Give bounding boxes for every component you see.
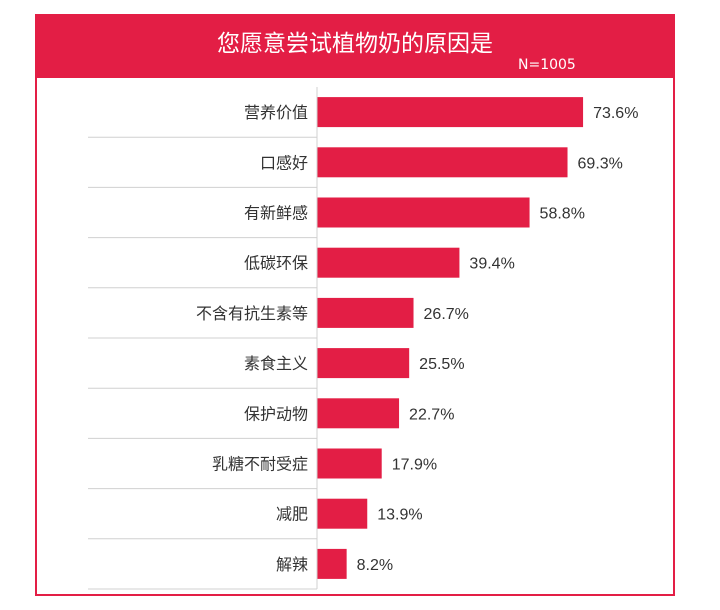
- category-label: 不含有抗生素等: [196, 304, 308, 323]
- category-label: 有新鲜感: [244, 204, 308, 223]
- bar: [317, 498, 368, 529]
- category-label: 解辣: [276, 555, 308, 574]
- category-label: 营养价值: [244, 103, 308, 122]
- chart-header: 您愿意尝试植物奶的原因是 N=1005: [37, 16, 673, 78]
- bar: [317, 548, 347, 579]
- value-label: 69.3%: [578, 155, 623, 172]
- value-label: 25.5%: [419, 356, 464, 373]
- category-label: 低碳环保: [244, 254, 308, 273]
- value-label: 39.4%: [469, 256, 514, 273]
- value-label: 73.6%: [593, 105, 638, 122]
- bar: [317, 398, 400, 429]
- bar: [317, 197, 530, 228]
- category-label: 减肥: [276, 505, 308, 524]
- bar: [317, 97, 584, 128]
- category-label: 素食主义: [244, 354, 308, 373]
- bar: [317, 448, 382, 479]
- value-label: 17.9%: [392, 457, 437, 474]
- chart-title: 您愿意尝试植物奶的原因是: [217, 31, 493, 57]
- value-label: 13.9%: [377, 507, 422, 524]
- category-label: 口感好: [260, 153, 308, 172]
- category-label: 乳糖不耐受症: [212, 455, 308, 474]
- bar: [317, 147, 568, 178]
- value-label: 22.7%: [409, 406, 454, 423]
- sample-size-label: N=1005: [518, 57, 576, 73]
- value-label: 26.7%: [424, 306, 469, 323]
- bar: [317, 297, 414, 328]
- category-label: 保护动物: [244, 404, 308, 423]
- value-label: 8.2%: [357, 557, 393, 574]
- bar: [317, 348, 410, 379]
- value-label: 58.8%: [540, 206, 585, 223]
- bar: [317, 247, 460, 278]
